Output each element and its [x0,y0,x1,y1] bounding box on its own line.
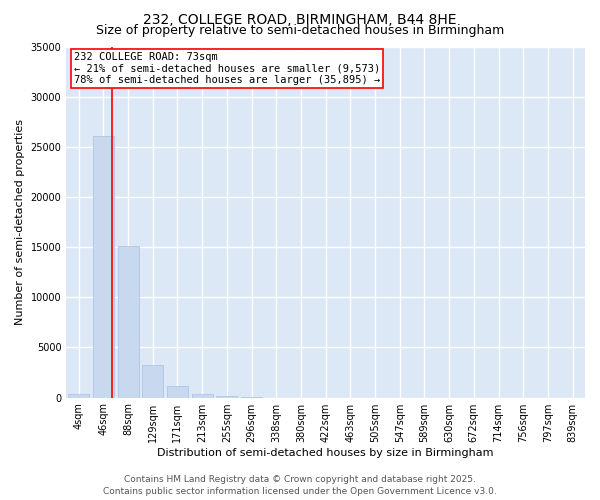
Text: 232 COLLEGE ROAD: 73sqm
← 21% of semi-detached houses are smaller (9,573)
78% of: 232 COLLEGE ROAD: 73sqm ← 21% of semi-de… [74,52,380,85]
Text: 232, COLLEGE ROAD, BIRMINGHAM, B44 8HE: 232, COLLEGE ROAD, BIRMINGHAM, B44 8HE [143,12,457,26]
Text: Contains HM Land Registry data © Crown copyright and database right 2025.
Contai: Contains HM Land Registry data © Crown c… [103,475,497,496]
Bar [68,394,89,398]
Bar [241,397,262,398]
X-axis label: Distribution of semi-detached houses by size in Birmingham: Distribution of semi-detached houses by … [157,448,494,458]
Bar [217,396,238,398]
Bar [191,394,212,398]
Y-axis label: Number of semi-detached properties: Number of semi-detached properties [15,119,25,325]
Bar [167,386,188,398]
Bar [142,366,163,398]
Bar [118,246,139,398]
Bar [93,136,114,398]
Text: Size of property relative to semi-detached houses in Birmingham: Size of property relative to semi-detach… [96,24,504,37]
